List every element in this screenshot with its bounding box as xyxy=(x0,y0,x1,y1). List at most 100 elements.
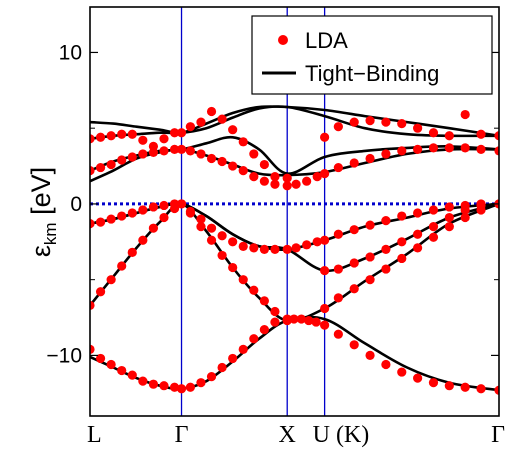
lda-point xyxy=(249,172,259,182)
lda-point xyxy=(259,176,269,186)
lda-point xyxy=(428,378,439,388)
lda-point xyxy=(428,143,439,153)
lda-point xyxy=(413,123,423,133)
lda-point xyxy=(259,296,269,306)
lda-point xyxy=(238,166,248,176)
lda-point xyxy=(127,208,137,218)
lda-point xyxy=(185,122,196,132)
lda-point xyxy=(90,166,95,176)
lda-point xyxy=(312,237,322,247)
lda-point xyxy=(296,314,306,324)
lda-point xyxy=(397,237,407,247)
lda-point xyxy=(206,235,217,245)
lda-point xyxy=(196,378,206,388)
lda-point xyxy=(169,199,180,209)
lda-point xyxy=(249,149,259,159)
lda-point xyxy=(413,144,423,154)
lda-point xyxy=(413,243,423,253)
lda-point xyxy=(106,159,116,170)
lda-point xyxy=(397,253,407,264)
lda-point xyxy=(476,384,486,394)
lda-point xyxy=(217,362,227,373)
lda-point xyxy=(413,373,423,383)
x-tick-label: U (K) xyxy=(313,422,370,448)
lda-point xyxy=(185,146,196,156)
y-axis-label: εkm [eV] xyxy=(26,167,60,257)
lda-point xyxy=(238,241,248,251)
lda-point xyxy=(289,314,299,324)
y-axis-label-unit: [eV] xyxy=(26,167,56,223)
y-axis-label-subscript: km xyxy=(41,222,60,245)
lda-point xyxy=(320,235,330,245)
lda-point xyxy=(320,320,330,330)
lda-point xyxy=(381,264,391,274)
lda-point xyxy=(228,125,238,135)
lda-point xyxy=(397,367,407,377)
lda-point xyxy=(259,159,269,170)
lda-point xyxy=(494,131,499,141)
lda-point xyxy=(228,353,238,364)
lda-point xyxy=(349,284,359,294)
lda-point xyxy=(444,381,454,391)
lda-point xyxy=(381,359,391,370)
lda-point xyxy=(106,359,116,370)
lda-point xyxy=(270,244,280,254)
lda-points-layer xyxy=(90,106,499,395)
lda-point xyxy=(127,152,137,162)
y-tick-label: 10 xyxy=(59,41,82,64)
lda-point xyxy=(311,317,321,327)
lda-point xyxy=(228,262,238,273)
y-tick-label: 0 xyxy=(70,193,82,216)
lda-point xyxy=(312,172,322,182)
lda-point xyxy=(196,222,206,232)
lda-point xyxy=(428,222,439,232)
lda-point xyxy=(117,211,127,221)
lda-point xyxy=(169,128,180,138)
lda-point xyxy=(476,129,486,139)
lda-point xyxy=(90,300,95,311)
lda-point xyxy=(106,131,116,141)
lda-point xyxy=(238,275,248,285)
lda-point xyxy=(106,214,116,224)
lda-point xyxy=(127,129,137,139)
lda-point xyxy=(333,229,343,239)
x-tick-label: X xyxy=(279,422,296,448)
lda-point xyxy=(148,223,159,233)
lda-point xyxy=(270,306,280,317)
lda-point xyxy=(333,329,343,339)
lda-point xyxy=(282,244,292,254)
legend-tb-label: Tight−Binding xyxy=(305,61,439,86)
lda-point xyxy=(320,132,330,142)
lda-point xyxy=(238,344,248,354)
lda-point xyxy=(176,128,187,138)
lda-point xyxy=(159,134,169,144)
lda-point xyxy=(106,275,116,285)
lda-point xyxy=(217,156,227,167)
lda-point xyxy=(148,141,159,151)
lda-point xyxy=(148,379,159,389)
lda-point xyxy=(494,146,499,156)
lda-point xyxy=(138,135,148,145)
lda-point xyxy=(460,382,470,392)
y-ticks-layer: 10 0 −10 xyxy=(46,41,499,367)
lda-point xyxy=(185,206,196,217)
lda-point xyxy=(270,317,280,327)
lda-point xyxy=(365,116,375,126)
lda-point xyxy=(159,200,169,211)
lda-point xyxy=(117,155,127,165)
lda-point xyxy=(176,384,187,394)
lda-point xyxy=(127,370,137,380)
lda-point xyxy=(381,149,391,159)
lda-point xyxy=(444,131,454,141)
lda-point xyxy=(460,212,470,223)
lda-point xyxy=(349,258,359,268)
tight-binding-band-1 xyxy=(90,315,499,392)
lda-point xyxy=(413,229,423,239)
lda-point xyxy=(206,372,217,382)
lda-point xyxy=(444,222,454,232)
lda-point xyxy=(365,252,375,262)
lda-point xyxy=(90,219,95,229)
lda-point xyxy=(302,240,312,250)
lda-point xyxy=(494,385,499,395)
